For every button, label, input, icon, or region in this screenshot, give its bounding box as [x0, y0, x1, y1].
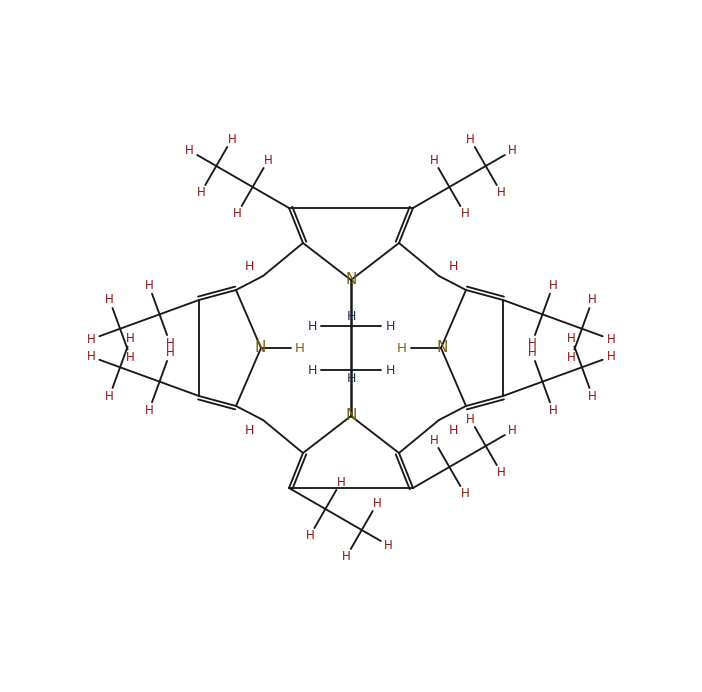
Text: H: H [145, 404, 153, 417]
Text: H: H [86, 350, 95, 363]
Text: H: H [307, 320, 317, 332]
Text: H: H [342, 550, 350, 563]
Text: H: H [549, 404, 557, 417]
Text: H: H [305, 529, 314, 543]
Text: H: H [449, 260, 458, 273]
Text: H: H [549, 279, 557, 292]
Text: H: H [373, 497, 382, 509]
Text: H: H [384, 539, 393, 552]
Text: H: H [126, 352, 135, 365]
Text: H: H [264, 154, 272, 167]
Text: H: H [244, 424, 253, 437]
Text: H: H [145, 279, 153, 292]
Text: H: H [336, 475, 345, 489]
Text: H: H [166, 346, 175, 359]
Text: H: H [295, 341, 305, 354]
Text: H: H [430, 434, 438, 446]
Text: N: N [254, 340, 265, 356]
Text: H: H [385, 363, 395, 376]
Text: H: H [397, 341, 407, 354]
Text: H: H [197, 186, 205, 199]
Text: H: H [185, 144, 194, 157]
Text: H: H [126, 331, 135, 345]
Text: H: H [86, 333, 95, 346]
Text: N: N [345, 273, 357, 287]
Text: H: H [588, 293, 597, 306]
Text: H: H [497, 186, 505, 199]
Text: H: H [307, 363, 317, 376]
Text: N: N [437, 340, 448, 356]
Text: H: H [227, 133, 236, 145]
Text: H: H [527, 337, 536, 350]
Text: H: H [346, 311, 356, 323]
Text: H: H [508, 144, 517, 157]
Text: H: H [607, 333, 616, 346]
Text: H: H [588, 390, 597, 403]
Text: H: H [567, 352, 576, 365]
Text: H: H [105, 293, 114, 306]
Text: H: H [430, 154, 438, 167]
Text: H: H [166, 337, 175, 350]
Text: H: H [385, 320, 395, 332]
Text: H: H [461, 487, 469, 500]
Text: H: H [244, 260, 253, 273]
Text: H: H [607, 350, 616, 363]
Text: H: H [233, 208, 241, 220]
Text: N: N [345, 408, 357, 424]
Text: H: H [346, 372, 356, 385]
Text: H: H [466, 412, 475, 426]
Text: H: H [466, 133, 475, 145]
Text: H: H [508, 424, 517, 437]
Text: H: H [449, 424, 458, 437]
Text: H: H [567, 331, 576, 345]
Text: H: H [497, 466, 505, 480]
Text: H: H [105, 390, 114, 403]
Text: H: H [461, 208, 469, 220]
Text: H: H [527, 346, 536, 359]
